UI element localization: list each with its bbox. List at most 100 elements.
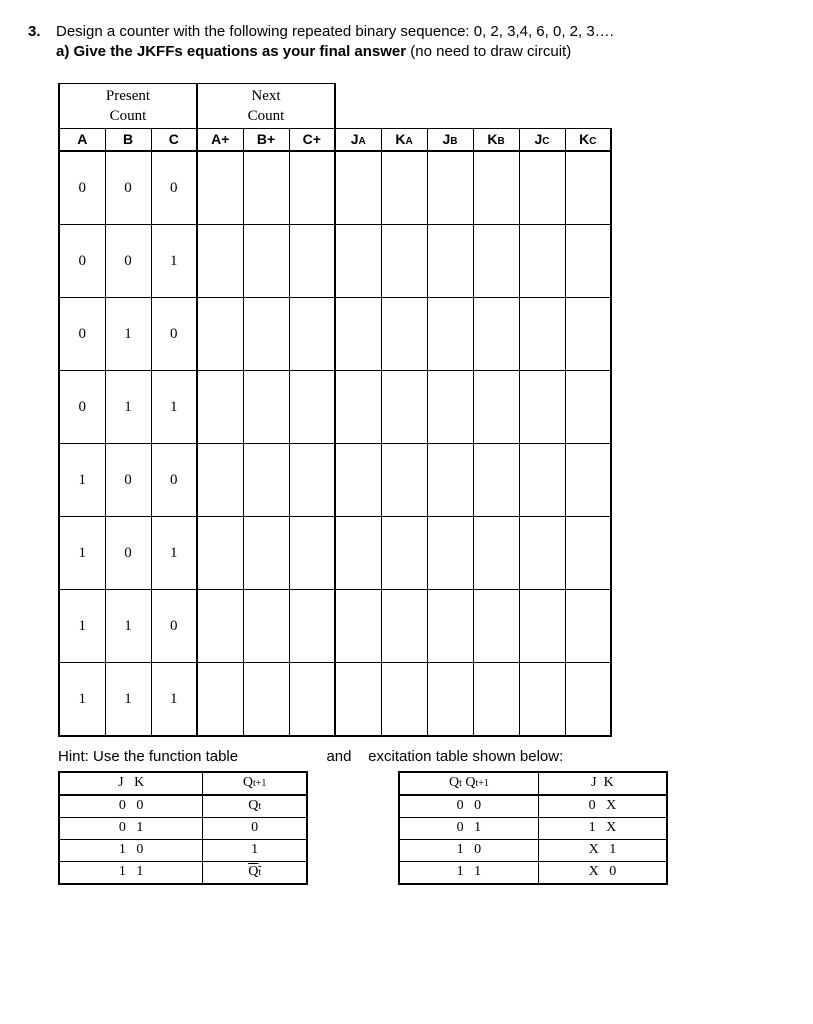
cell (335, 662, 381, 736)
cell (381, 662, 427, 736)
cell (473, 516, 519, 589)
cell: 0 (59, 151, 105, 225)
cell (197, 224, 243, 297)
cell (243, 516, 289, 589)
cell: Qt (203, 861, 307, 883)
function-table: J K Qt+1 0 0 Qt 0 1 0 1 0 1 1 1 Qt (58, 771, 308, 884)
cell: 0 (105, 151, 151, 225)
col-Cplus: C+ (289, 129, 335, 151)
cell (381, 370, 427, 443)
question-text: Design a counter with the following repe… (56, 23, 614, 40)
ft-h2: Qt+1 (203, 772, 307, 795)
cell: 0 (105, 516, 151, 589)
cell: 0 (151, 151, 197, 225)
col-B: B (105, 129, 151, 151)
hint-text1: Hint: Use the function table (58, 748, 238, 765)
cell (565, 516, 611, 589)
cell (335, 151, 381, 225)
cell (289, 297, 335, 370)
col-KC: KC (565, 129, 611, 151)
table-row: 1 0 1 (59, 516, 611, 589)
cell (565, 297, 611, 370)
cell (381, 151, 427, 225)
cell (197, 370, 243, 443)
cell: 0 X (538, 795, 667, 817)
cell: 1 (59, 589, 105, 662)
cell (473, 151, 519, 225)
cell (565, 224, 611, 297)
cell (473, 662, 519, 736)
cell: 1 (151, 370, 197, 443)
cell (565, 662, 611, 736)
col-JB: JB (427, 129, 473, 151)
cell (427, 662, 473, 736)
table-row: 0 0 1 (59, 224, 611, 297)
column-header-row: A B C A+ B+ C+ JA KA JB KB JC KC (59, 129, 611, 151)
group-next: Next Count (197, 83, 335, 129)
cell: 1 (105, 370, 151, 443)
cell (519, 151, 565, 225)
cell (427, 151, 473, 225)
cell: 1 1 (59, 861, 203, 883)
question-block: 3. Design a counter with the following r… (28, 22, 785, 63)
hint-and: and (326, 748, 351, 765)
group-present: Present Count (59, 83, 197, 129)
cell: 1 (105, 589, 151, 662)
cell (335, 297, 381, 370)
cell: 0 (59, 224, 105, 297)
cell (565, 151, 611, 225)
cell (243, 443, 289, 516)
et-h2: J K (538, 772, 667, 795)
cell (519, 297, 565, 370)
col-KA: KA (381, 129, 427, 151)
cell (289, 516, 335, 589)
state-table: Present Count Next Count A B C A+ B+ C+ … (58, 83, 612, 737)
cell: 1 X (538, 817, 667, 839)
cell (335, 516, 381, 589)
cell: 0 (151, 297, 197, 370)
cell: 0 0 (59, 795, 203, 817)
cell (289, 370, 335, 443)
cell (519, 516, 565, 589)
cell: 1 0 (59, 839, 203, 861)
ft-h1: J K (59, 772, 203, 795)
cell (427, 370, 473, 443)
cell (519, 662, 565, 736)
cell (473, 589, 519, 662)
question-part: a) Give the JKFFs equations as your fina… (56, 43, 406, 60)
hint-line: Hint: Use the function table and excitat… (58, 747, 785, 767)
cell: 0 0 (399, 795, 538, 817)
cell: 0 (151, 443, 197, 516)
small-tables: J K Qt+1 0 0 Qt 0 1 0 1 0 1 1 1 Qt Qt Qt (58, 771, 785, 884)
col-Aplus: A+ (197, 129, 243, 151)
cell: 0 1 (399, 817, 538, 839)
cell (197, 443, 243, 516)
cell (197, 516, 243, 589)
cell (243, 297, 289, 370)
col-A: A (59, 129, 105, 151)
cell: 1 (59, 443, 105, 516)
cell: 1 (105, 662, 151, 736)
group-empty (335, 83, 611, 129)
page: 3. Design a counter with the following r… (0, 0, 813, 1024)
cell (381, 224, 427, 297)
table-row: 1 0 0 (59, 443, 611, 516)
cell: 1 (59, 516, 105, 589)
table-row: 1 1 0 (59, 589, 611, 662)
cell (197, 589, 243, 662)
cell (473, 224, 519, 297)
col-Bplus: B+ (243, 129, 289, 151)
cell: 1 (105, 297, 151, 370)
cell (519, 589, 565, 662)
table-row: 1 1 1 (59, 662, 611, 736)
cell (289, 151, 335, 225)
cell (427, 297, 473, 370)
cell (427, 516, 473, 589)
question-body: Design a counter with the following repe… (56, 22, 614, 63)
cell: 1 (151, 662, 197, 736)
hint-text2: excitation table shown below: (368, 748, 563, 765)
cell (519, 443, 565, 516)
cell (289, 589, 335, 662)
cell (197, 297, 243, 370)
cell: 0 (59, 297, 105, 370)
